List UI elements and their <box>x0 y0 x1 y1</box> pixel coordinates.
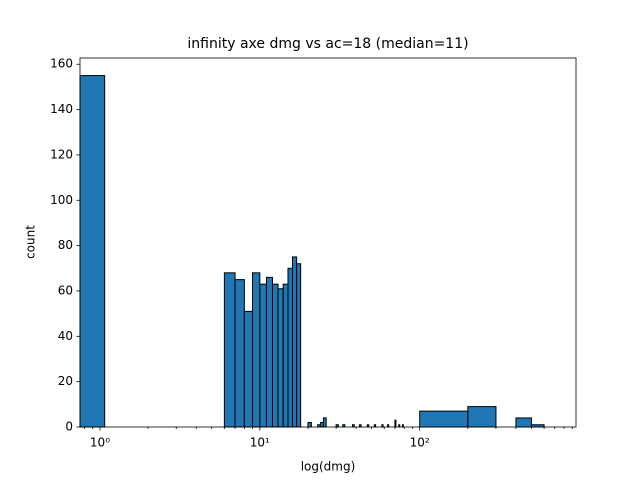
bar <box>265 276 273 428</box>
bar <box>271 283 279 428</box>
bar <box>467 406 497 428</box>
y-tick-label: 20 <box>58 374 73 388</box>
y-tick-label: 40 <box>58 329 73 343</box>
bar <box>296 263 302 428</box>
bar <box>277 288 284 428</box>
y-tick-label: 0 <box>65 420 73 434</box>
bar <box>79 75 106 428</box>
bar <box>259 283 267 428</box>
y-tick-label: 120 <box>50 147 73 161</box>
y-tick-label: 100 <box>50 193 73 207</box>
x-axis-label: log(dmg) <box>301 460 356 474</box>
bar <box>234 279 245 428</box>
y-tick-label: 160 <box>50 57 73 71</box>
bar <box>252 272 261 428</box>
bar <box>243 310 254 428</box>
bar <box>394 419 397 428</box>
y-axis-label: count <box>24 225 38 259</box>
plot-frame <box>79 57 577 428</box>
bar <box>322 417 327 428</box>
bar <box>515 417 532 428</box>
x-tick-label: 10¹ <box>250 436 270 450</box>
bar <box>223 272 236 428</box>
bar <box>282 283 289 428</box>
y-tick-label: 80 <box>58 238 73 252</box>
x-tick-label: 10² <box>410 436 430 450</box>
bar <box>419 410 469 428</box>
bar <box>287 267 293 428</box>
x-tick-label: 10⁰ <box>90 436 110 450</box>
chart-title: infinity axe dmg vs ac=18 (median=11) <box>187 36 468 52</box>
y-tick-label: 140 <box>50 102 73 116</box>
bar <box>307 421 312 428</box>
bar <box>291 256 298 428</box>
y-tick-label: 60 <box>58 283 73 297</box>
